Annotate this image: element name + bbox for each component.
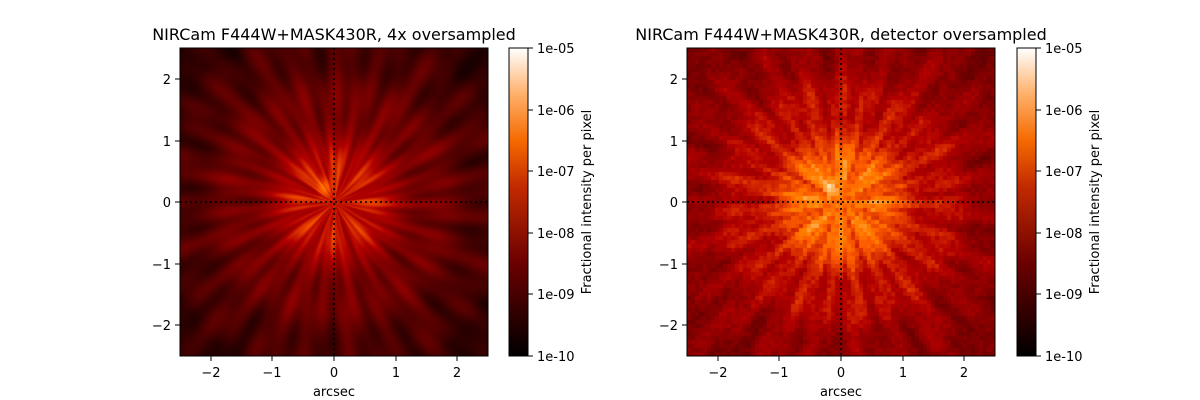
colorbar-tick-label: 1e-06 [1045, 104, 1083, 119]
x-tick-label: 1 [392, 366, 400, 381]
x-ticks-left: −2 −1 0 1 2 [201, 356, 461, 381]
y-ticks-left: 2 1 0 −1 −2 [152, 73, 180, 334]
colorbar-tick-label: 1e-07 [537, 165, 575, 180]
colorbar-label: Fractional intensity per pixel [1088, 110, 1103, 295]
y-tick-label: 0 [163, 196, 171, 211]
panel-right: NIRCam F444W+MASK430R, detector oversamp… [635, 25, 1103, 400]
colorbar-gradient [508, 47, 529, 357]
x-tick-label: 0 [837, 366, 845, 381]
y-tick-label: 1 [163, 135, 171, 150]
colorbar-tick-label: 1e-06 [537, 104, 575, 119]
colorbar-tick-label: 1e-05 [537, 42, 575, 57]
y-ticks-right: 2 1 0 −1 −2 [659, 73, 687, 334]
x-tick-label: 0 [330, 366, 338, 381]
x-axis-label-left: arcsec [313, 385, 355, 400]
x-tick-label: 2 [960, 366, 968, 381]
colorbar-tick-label: 1e-09 [1045, 288, 1083, 303]
y-tick-label: −2 [152, 319, 171, 334]
colorbar-tick-label: 1e-10 [1045, 350, 1083, 365]
y-tick-label: 0 [670, 196, 678, 211]
colorbar-label: Fractional intensity per pixel [580, 110, 595, 295]
colorbar-tick-label: 1e-10 [537, 350, 575, 365]
x-tick-label: −2 [201, 366, 220, 381]
panel-left: NIRCam F444W+MASK430R, 4x oversampled −2… [152, 25, 595, 400]
x-tick-label: 1 [899, 366, 907, 381]
y-tick-label: 1 [670, 135, 678, 150]
y-tick-label: 2 [670, 73, 678, 88]
colorbar-tick-label: 1e-07 [1045, 165, 1083, 180]
x-tick-label: −2 [708, 366, 727, 381]
colorbar-tick-label: 1e-08 [1045, 227, 1083, 242]
colorbar-tick-label: 1e-09 [537, 288, 575, 303]
x-tick-label: −1 [262, 366, 281, 381]
y-tick-label: 2 [163, 73, 171, 88]
x-tick-label: −1 [769, 366, 788, 381]
colorbar-tick-label: 1e-05 [1045, 42, 1083, 57]
x-tick-label: 2 [453, 366, 461, 381]
chart-title-left: NIRCam F444W+MASK430R, 4x oversampled [152, 25, 516, 44]
colorbar-tick-label: 1e-08 [537, 227, 575, 242]
colorbar-left: 1e-10 1e-09 1e-08 1e-07 1e-06 1e-05 Frac… [508, 42, 595, 365]
chart-title-right: NIRCam F444W+MASK430R, detector oversamp… [635, 25, 1047, 44]
x-ticks-right: −2 −1 0 1 2 [708, 356, 968, 381]
y-tick-label: −2 [659, 319, 678, 334]
y-tick-label: −1 [659, 258, 678, 273]
colorbar-right: 1e-10 1e-09 1e-08 1e-07 1e-06 1e-05 Frac… [1016, 42, 1103, 365]
colorbar-gradient [1016, 47, 1037, 357]
y-tick-label: −1 [152, 258, 171, 273]
x-axis-label-right: arcsec [820, 385, 862, 400]
